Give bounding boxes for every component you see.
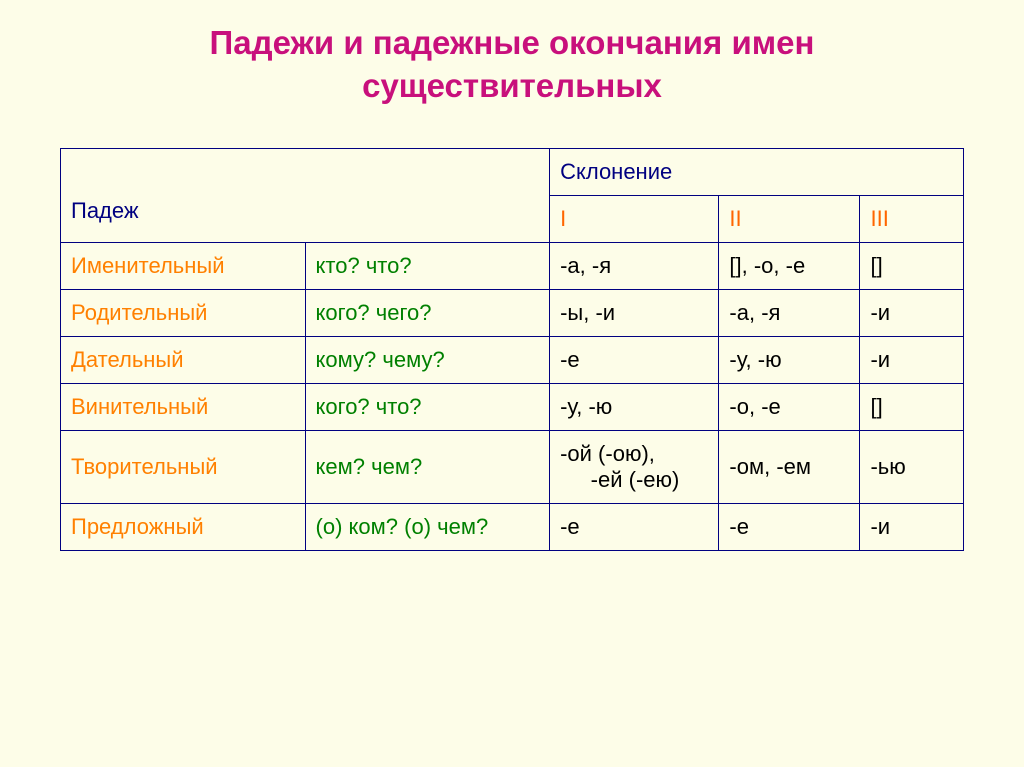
case-question: кого? что?	[305, 383, 550, 430]
header-d3: III	[860, 195, 964, 242]
ending-d1: -е	[550, 336, 719, 383]
case-name: Родительный	[61, 289, 306, 336]
ending-d3: -ью	[860, 430, 964, 503]
ending-d3: []	[860, 242, 964, 289]
table-row: Именительный кто? что? -а, -я [], -о, -е…	[61, 242, 964, 289]
case-question: кем? чем?	[305, 430, 550, 503]
table-row: Дательный кому? чему? -е -у, -ю -и	[61, 336, 964, 383]
header-d2: II	[719, 195, 860, 242]
header-case: Падеж	[61, 148, 550, 242]
ending-d2: -у, -ю	[719, 336, 860, 383]
table-row: Родительный кого? чего? -ы, -и -а, -я -и	[61, 289, 964, 336]
ending-d3: -и	[860, 289, 964, 336]
ending-d2: -е	[719, 503, 860, 550]
header-d1: I	[550, 195, 719, 242]
ending-d1: -а, -я	[550, 242, 719, 289]
ending-d1: -у, -ю	[550, 383, 719, 430]
ending-d1: -ы, -и	[550, 289, 719, 336]
ending-d2: -ом, -ем	[719, 430, 860, 503]
case-name: Дательный	[61, 336, 306, 383]
case-name: Творительный	[61, 430, 306, 503]
ending-d2: -о, -е	[719, 383, 860, 430]
case-question: (о) ком? (о) чем?	[305, 503, 550, 550]
declension-table: Падеж Склонение I II III Именительный кт…	[60, 148, 964, 551]
ending-d2: -а, -я	[719, 289, 860, 336]
ending-d1: -ой (-ою), -ей (-ею)	[550, 430, 719, 503]
ending-d3: -и	[860, 503, 964, 550]
ending-d3: -и	[860, 336, 964, 383]
slide: Падежи и падежные окончания имен существ…	[0, 0, 1024, 767]
case-name: Предложный	[61, 503, 306, 550]
case-name: Именительный	[61, 242, 306, 289]
page-title: Падежи и падежные окончания имен существ…	[60, 22, 964, 108]
ending-d2: [], -о, -е	[719, 242, 860, 289]
case-question: кому? чему?	[305, 336, 550, 383]
case-question: кто? что?	[305, 242, 550, 289]
ending-d1: -е	[550, 503, 719, 550]
table-header-row-1: Падеж Склонение	[61, 148, 964, 195]
ending-d3: []	[860, 383, 964, 430]
table-row: Предложный (о) ком? (о) чем? -е -е -и	[61, 503, 964, 550]
case-question: кого? чего?	[305, 289, 550, 336]
table-row: Творительный кем? чем? -ой (-ою), -ей (-…	[61, 430, 964, 503]
case-name: Винительный	[61, 383, 306, 430]
table-row: Винительный кого? что? -у, -ю -о, -е []	[61, 383, 964, 430]
header-declension: Склонение	[550, 148, 964, 195]
